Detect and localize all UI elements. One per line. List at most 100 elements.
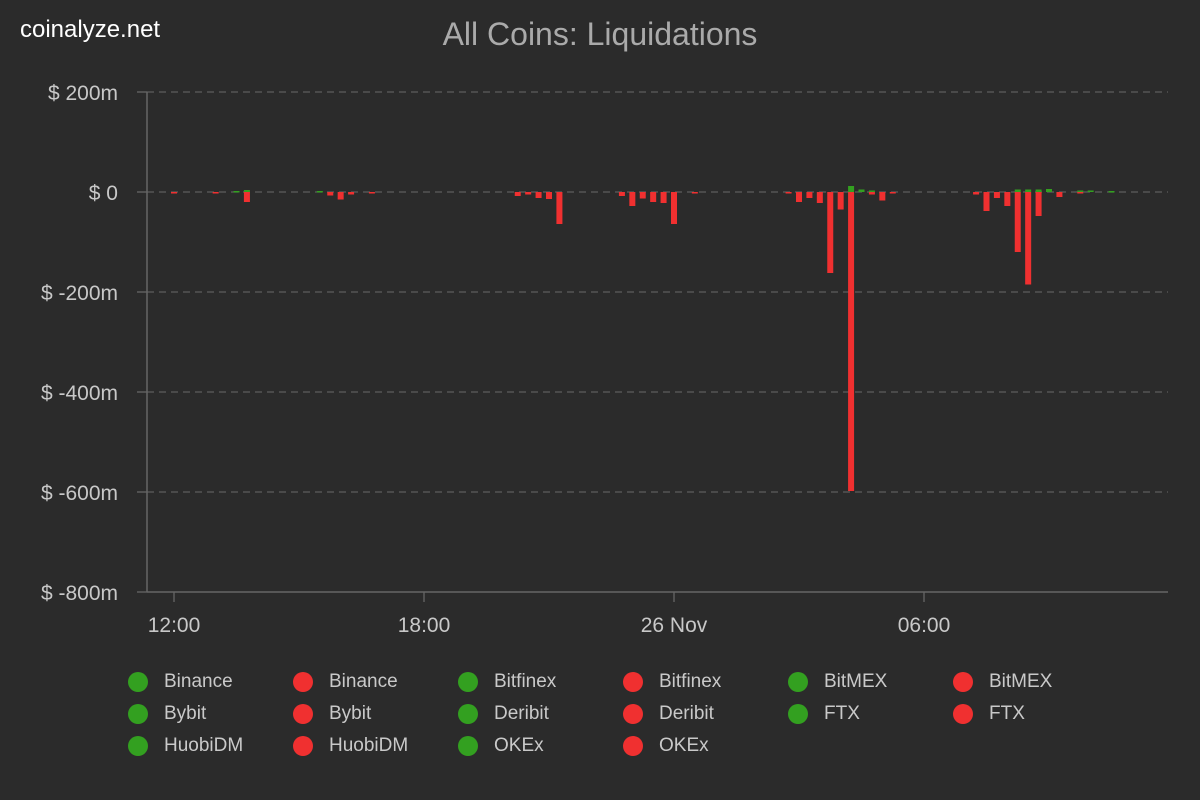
legend-item-binance-green[interactable]: Binance (128, 670, 293, 693)
long-liquidation-bar (546, 192, 552, 199)
legend-item-huobidm-green[interactable]: HuobiDM (128, 734, 293, 757)
short-liquidation-bar (1025, 189, 1032, 192)
short-liquidation-bar (858, 189, 865, 192)
long-liquidation-bar (629, 192, 636, 206)
legend-dot-icon (293, 703, 313, 724)
long-liquidation-bar (348, 192, 355, 195)
long-liquidation-bar (618, 192, 625, 196)
legend-label: OKEx (494, 734, 544, 756)
long-liquidation-bar (1025, 192, 1032, 285)
y-tick-label: $ 200m (48, 82, 118, 105)
legend-dot-icon (623, 703, 643, 724)
long-liquidation-bar (535, 192, 542, 198)
y-tick-label: $ -800m (41, 582, 118, 605)
grid-layer (147, 91, 1168, 493)
legend-label: HuobiDM (164, 734, 244, 756)
long-liquidation-bar (868, 192, 875, 195)
short-liquidation-bar (1046, 189, 1052, 192)
legend-item-bitmex-red[interactable]: BitMEX (953, 670, 1118, 693)
long-liquidation-bar (1077, 192, 1084, 194)
legend-item-okex-red[interactable]: OKEx (623, 734, 788, 757)
long-liquidation-bar (337, 192, 344, 200)
legend-item-okex-green[interactable]: OKEx (458, 734, 623, 757)
legend-dot-icon (623, 735, 643, 756)
legend-item-ftx-green[interactable]: FTX (788, 702, 953, 725)
legend-label: FTX (824, 702, 860, 724)
legend-label: Bitfinex (494, 670, 557, 692)
legend-item-bybit-green[interactable]: Bybit (128, 702, 293, 725)
short-liquidation-bar (316, 191, 323, 193)
short-liquidation-bar (868, 190, 875, 192)
legend-item-bybit-red[interactable]: Bybit (293, 702, 458, 725)
x-tick-label: 12:00 (148, 614, 201, 637)
legend-label: Bybit (329, 702, 372, 724)
short-liquidation-bar (243, 190, 250, 192)
legend-dot-icon (128, 671, 148, 692)
short-liquidation-bar (1108, 191, 1115, 193)
legend-dot-icon (128, 735, 148, 756)
legend-dot-icon (458, 735, 478, 756)
y-tick-label: $ -400m (41, 382, 118, 405)
label-layer: $ 200m $ 0 $ -200m $ -400m $ -600m $ -800m 12:… (41, 82, 950, 637)
legend-item-deribit-green[interactable]: Deribit (458, 702, 623, 725)
legend-item-huobidm-red[interactable]: HuobiDM (293, 734, 458, 757)
long-liquidation-bar (650, 192, 657, 202)
y-tick-label: $ 0 (89, 182, 118, 205)
legend-label: FTX (989, 702, 1025, 724)
long-liquidation-bar (983, 192, 990, 211)
long-liquidation-bar (879, 192, 886, 201)
long-liquidation-bar (973, 192, 980, 195)
long-liquidation-bar (1056, 192, 1063, 197)
legend-label: Binance (329, 670, 398, 692)
legend: Binance Binance Bitfinex Bitfinex BitMEX BitM… (128, 670, 1128, 757)
long-liquidation-bar (671, 192, 677, 224)
legend-item-binance-red[interactable]: Binance (293, 670, 458, 693)
legend-item-bitfinex-green[interactable]: Bitfinex (458, 670, 623, 693)
short-liquidation-bar (848, 186, 855, 192)
long-liquidation-bar (889, 192, 896, 194)
legend-label: Deribit (494, 702, 549, 724)
legend-dot-icon (788, 671, 808, 692)
y-tick-label: $ -600m (41, 482, 118, 505)
long-liquidation-bar (785, 192, 792, 194)
short-liquidation-bar (1035, 189, 1042, 192)
long-liquidation-bar (514, 192, 521, 196)
legend-item-bitfinex-red[interactable]: Bitfinex (623, 670, 788, 693)
legend-dot-icon (953, 671, 973, 692)
x-tick-label: 18:00 (398, 614, 451, 637)
long-liquidation-bar (171, 192, 177, 194)
long-liquidation-bar (827, 192, 834, 273)
legend-label: Bybit (164, 702, 207, 724)
brand-watermark: coinalyze.net (20, 16, 161, 43)
long-liquidation-bar (816, 192, 823, 203)
long-liquidation-bar (243, 192, 250, 202)
legend-label: BitMEX (824, 670, 888, 692)
legend-item-bitmex-green[interactable]: BitMEX (788, 670, 953, 693)
legend-label: OKEx (659, 734, 709, 756)
long-liquidation-bar (837, 192, 844, 210)
long-liquidation-bar (1014, 192, 1021, 252)
short-liquidation-bar (233, 191, 240, 193)
legend-label: Deribit (659, 702, 714, 724)
legend-dot-icon (788, 703, 808, 724)
long-liquidation-bar (1004, 192, 1011, 206)
legend-item-ftx-red[interactable]: FTX (953, 702, 1118, 725)
chart-title: All Coins: Liquidations (442, 16, 758, 52)
short-liquidation-bar (1087, 190, 1094, 192)
legend-label: BitMEX (989, 670, 1053, 692)
legend-dot-icon (458, 671, 478, 692)
long-liquidation-bar (368, 192, 375, 194)
legend-dot-icon (953, 703, 973, 724)
long-liquidation-bar (660, 192, 667, 203)
long-liquidation-bar (848, 192, 855, 491)
legend-item-deribit-red[interactable]: Deribit (623, 702, 788, 725)
long-liquidation-bar (1035, 192, 1042, 216)
long-liquidation-bar (525, 192, 532, 195)
legend-label: Binance (164, 670, 233, 692)
long-liquidation-bar (691, 192, 698, 194)
legend-dot-icon (623, 671, 643, 692)
legend-label: HuobiDM (329, 734, 409, 756)
y-tick-label: $ -200m (41, 282, 118, 305)
